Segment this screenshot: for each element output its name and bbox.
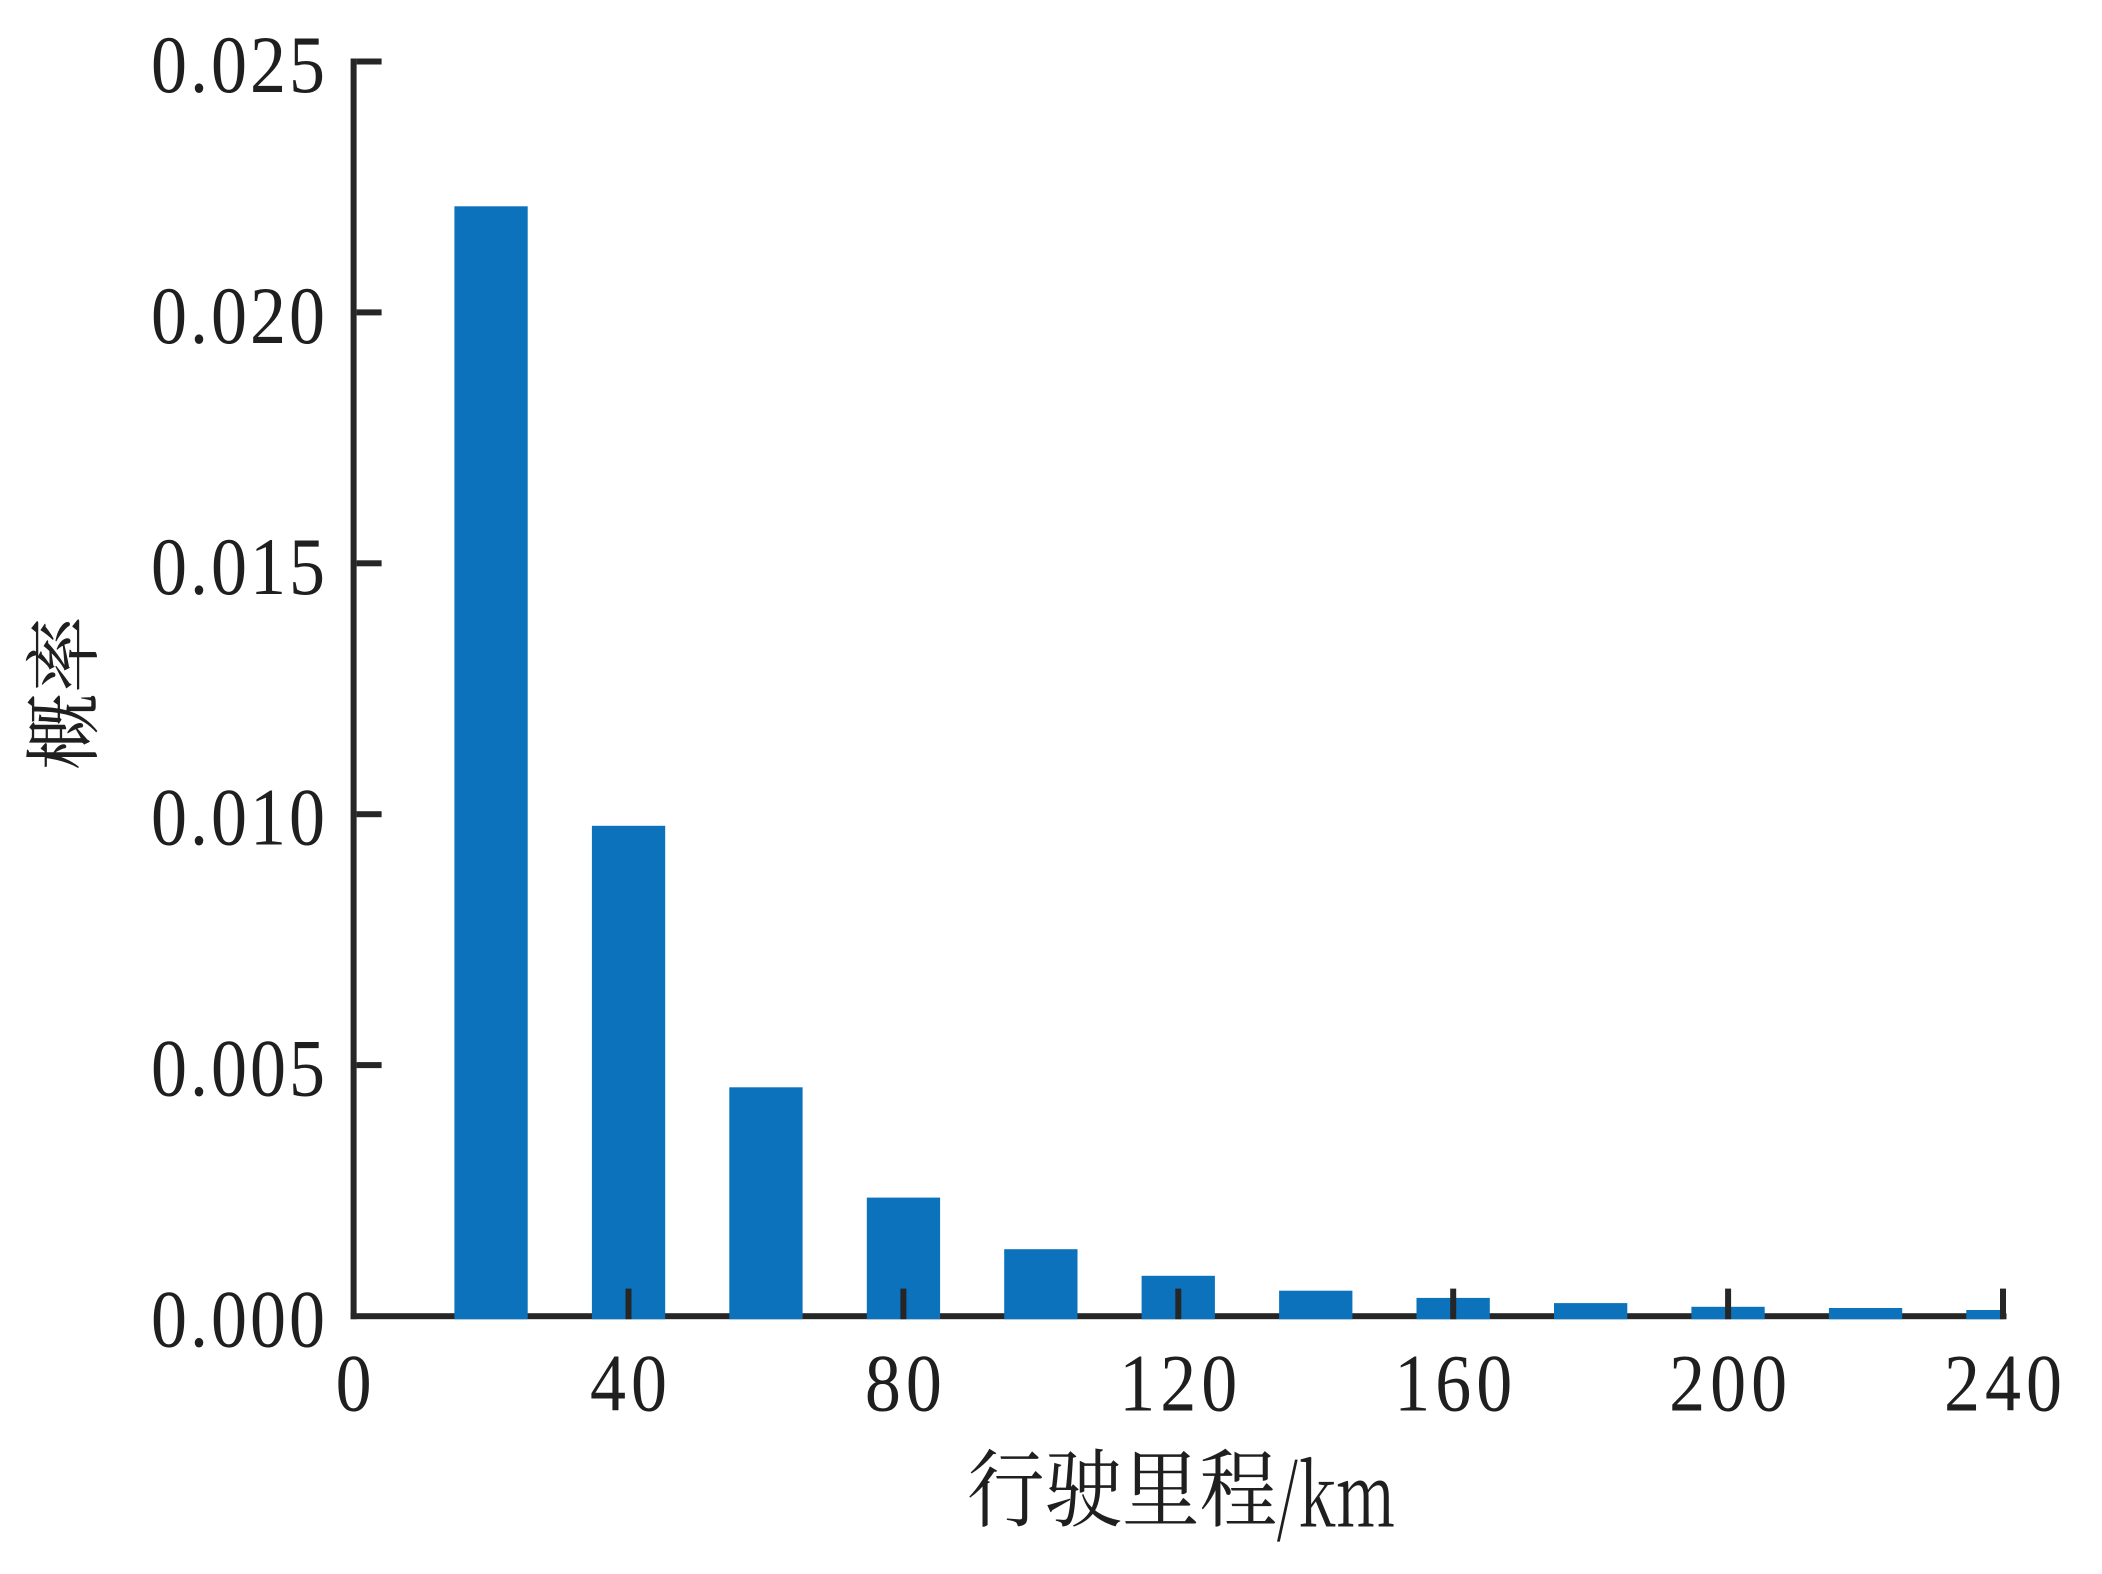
svg-text:0.015: 0.015 [151, 520, 328, 611]
svg-text:240: 240 [1944, 1337, 2067, 1428]
svg-text:0.010: 0.010 [151, 771, 328, 862]
svg-text:40: 40 [590, 1337, 672, 1428]
svg-text:0.020: 0.020 [151, 270, 328, 361]
svg-text:200: 200 [1669, 1337, 1792, 1428]
svg-text:0.025: 0.025 [151, 19, 328, 110]
svg-text:80: 80 [865, 1337, 947, 1428]
svg-text:0.000: 0.000 [151, 1273, 328, 1364]
svg-text:0: 0 [336, 1337, 377, 1428]
svg-text:0.005: 0.005 [151, 1022, 328, 1113]
svg-text:160: 160 [1394, 1337, 1517, 1428]
svg-text:120: 120 [1119, 1337, 1242, 1428]
